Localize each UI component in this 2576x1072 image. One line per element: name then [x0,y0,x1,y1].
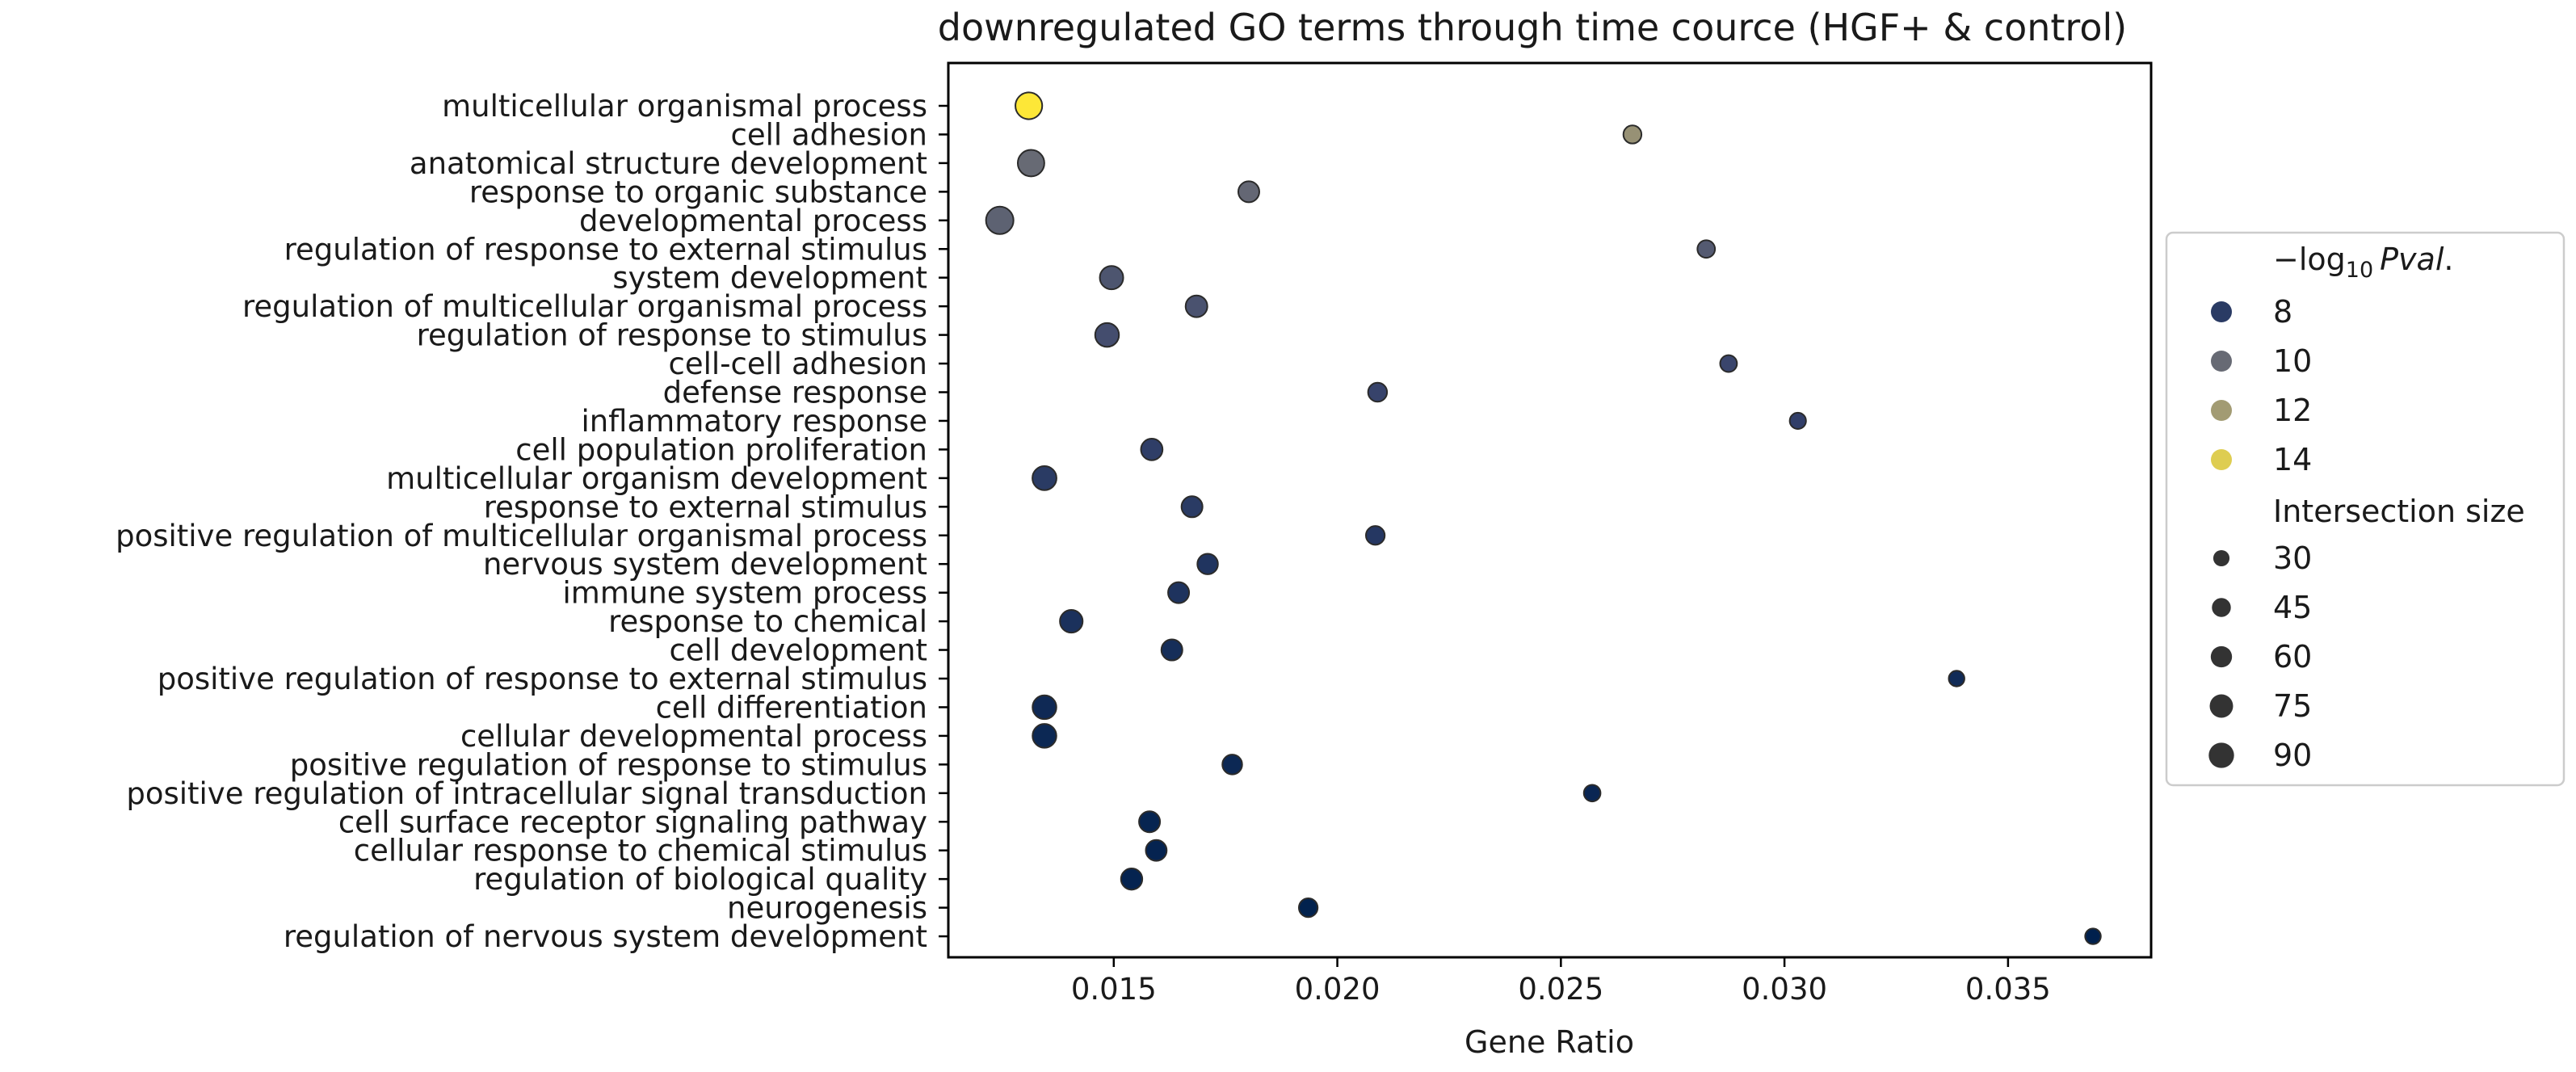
data-point [2084,927,2102,945]
data-point [1167,581,1191,604]
x-tick-label: 0.015 [1071,972,1157,1007]
data-point [1015,91,1044,120]
data-points [985,91,2102,945]
y-tick-label: cellular response to chemical stimulus [354,834,927,868]
data-point [1059,609,1084,634]
legend-size-marker [2212,598,2231,617]
y-tick-label: cell development [669,633,927,668]
data-point [1099,265,1124,291]
y-tick-label: regulation of response to external stimu… [284,232,927,267]
plot-frame [947,61,2153,959]
data-point [1196,553,1219,575]
data-point [1367,381,1389,403]
y-tick-label: cell differentiation [656,690,927,725]
data-point [1120,867,1144,891]
data-point [1140,438,1164,461]
legend: −log10 Pval. 8 10 12 14 Intersection size 30… [2165,231,2565,787]
y-tick-label: system development [612,261,927,296]
data-point [1160,638,1183,662]
legend-size-marker [2210,645,2233,668]
data-point [1788,411,1807,431]
x-axis: 0.015 0.020 0.025 0.030 0.035 [1071,957,2051,1007]
legend-color-title: −log10 Pval. [2273,242,2453,283]
legend-color-swatch [2211,351,2232,372]
x-tick-label: 0.035 [1965,972,2051,1007]
y-tick-label: response to external stimulus [484,490,927,524]
legend-size-title: Intersection size [2273,494,2525,529]
y-tick-label: positive regulation of multicellular org… [116,519,927,553]
data-point [1696,239,1717,259]
legend-color-label: 8 [2273,294,2292,330]
legend-size-label: 30 [2273,540,2312,576]
y-tick-label: positive regulation of response to exter… [158,662,927,696]
legend-color-swatch [2211,449,2232,470]
legend-frame [2165,231,2565,787]
data-point [1719,354,1738,373]
x-tick-label: 0.020 [1295,972,1380,1007]
legend-size-label: 45 [2273,590,2312,625]
legend-color-label: 14 [2273,442,2312,477]
y-tick-label: immune system process [563,576,928,611]
data-point [1145,839,1168,862]
x-tick-label: 0.030 [1742,972,1827,1007]
legend-color-swatch [2211,301,2232,322]
data-point [1094,322,1120,348]
y-tick-label: cellular developmental process [460,719,927,754]
y-tick-label: nervous system development [483,547,927,582]
legend-size-marker [2209,694,2234,718]
data-point [985,205,1015,235]
y-tick-label: cell surface receptor signaling pathway [338,805,927,839]
data-point [1237,180,1260,204]
legend-size-entries: 30 45 60 75 90 [2208,540,2312,773]
y-tick-label: neurogenesis [727,891,927,926]
data-point [1365,525,1386,546]
y-tick-label: cell adhesion [731,117,927,152]
legend-size-marker [2208,742,2234,768]
legend-size-label: 90 [2273,738,2312,773]
data-point [1297,897,1319,919]
y-tick-label: positive regulation of intracellular sig… [126,776,927,811]
y-tick-label: developmental process [579,204,927,238]
y-tick-label: cell-cell adhesion [669,347,927,381]
data-point [1032,465,1057,491]
x-axis-label: Gene Ratio [1464,1024,1634,1060]
data-point [1184,294,1208,318]
y-tick-label: regulation of biological quality [473,862,927,897]
legend-color-label: 12 [2273,393,2312,428]
y-tick-label: multicellular organism development [386,461,927,496]
y-tick-label: regulation of nervous system development [284,919,927,954]
data-point [1138,810,1162,834]
data-point [1180,495,1204,519]
data-point [1221,754,1243,776]
legend-color-label: 10 [2273,343,2312,379]
data-point [1582,784,1602,803]
y-tick-label: anatomical structure development [410,146,927,181]
data-point [1622,124,1643,145]
y-tick-label: regulation of multicellular organismal p… [242,289,927,324]
y-tick-label: multicellular organismal process [442,89,927,124]
y-tick-label: response to chemical [608,604,927,639]
data-point [1016,149,1045,178]
data-point [1032,694,1057,721]
legend-color-swatch [2211,400,2232,421]
data-point [1948,670,1965,687]
y-tick-label: defense response [663,376,927,410]
y-tick-label: response to organic substance [469,174,927,209]
legend-size-label: 60 [2273,639,2312,675]
y-tick-label: cell population proliferation [515,432,927,467]
x-tick-label: 0.025 [1518,972,1603,1007]
data-point [1032,723,1057,749]
y-tick-label: regulation of response to stimulus [417,318,927,353]
legend-size-label: 75 [2273,688,2312,724]
chart-title: downregulated GO terms through time cour… [938,6,2127,49]
plot-area [947,61,2153,959]
y-tick-label: positive regulation of response to stimu… [290,747,927,782]
legend-color-entries: 8 10 12 14 [2211,294,2312,477]
y-tick-label: inflammatory response [581,404,927,439]
legend-size-marker [2213,549,2230,567]
